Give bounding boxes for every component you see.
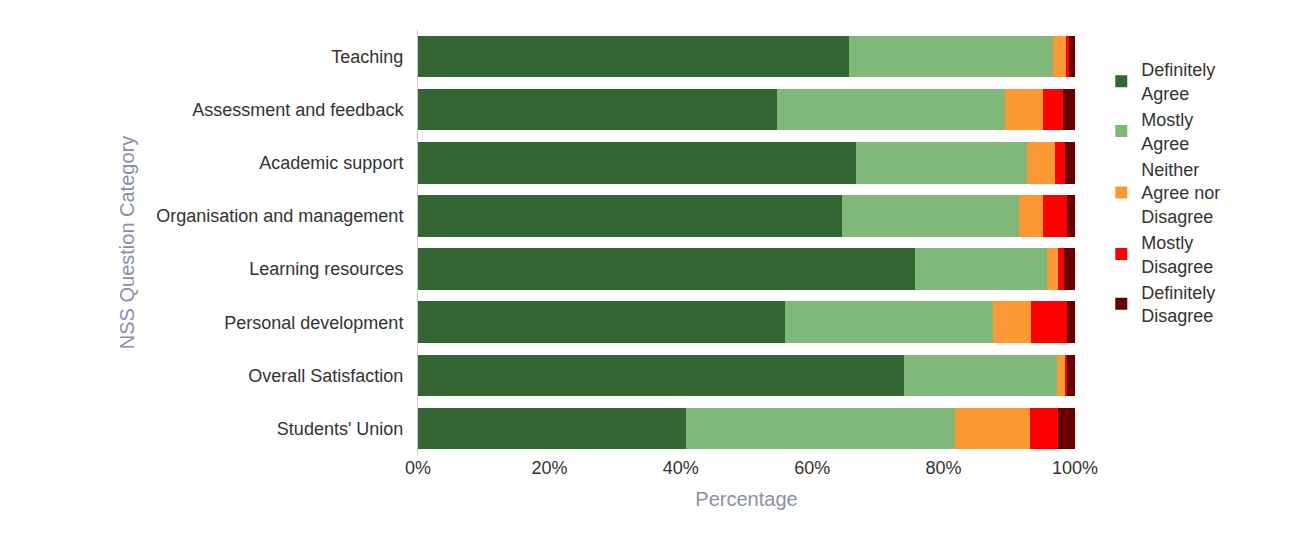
svg-text:NSS Question Category: NSS Question Category — [116, 136, 138, 349]
svg-text:MostlyDisagree: MostlyDisagree — [1141, 233, 1213, 276]
svg-text:100%: 100% — [1052, 458, 1098, 478]
svg-text:NeitherAgree norDisagree: NeitherAgree norDisagree — [1141, 160, 1220, 227]
svg-text:20%: 20% — [531, 458, 567, 478]
svg-text:80%: 80% — [926, 458, 962, 478]
svg-text:40%: 40% — [663, 458, 699, 478]
svg-text:0%: 0% — [405, 458, 431, 478]
svg-text:Students' Union: Students' Union — [277, 419, 404, 439]
svg-text:Overall Satisfaction: Overall Satisfaction — [248, 366, 403, 386]
svg-text:Percentage: Percentage — [695, 488, 797, 510]
svg-text:DefinitelyAgree: DefinitelyAgree — [1141, 60, 1215, 103]
svg-text:Assessment and feedback: Assessment and feedback — [192, 100, 404, 120]
svg-text:DefinitelyDisagree: DefinitelyDisagree — [1141, 283, 1215, 326]
svg-text:Academic support: Academic support — [259, 153, 403, 173]
svg-text:Teaching: Teaching — [331, 47, 403, 67]
svg-text:60%: 60% — [794, 458, 830, 478]
svg-text:Learning resources: Learning resources — [249, 259, 403, 279]
svg-text:Personal development: Personal development — [224, 312, 403, 332]
svg-text:Organisation and management: Organisation and management — [156, 206, 403, 226]
svg-text:MostlyAgree: MostlyAgree — [1141, 110, 1193, 153]
